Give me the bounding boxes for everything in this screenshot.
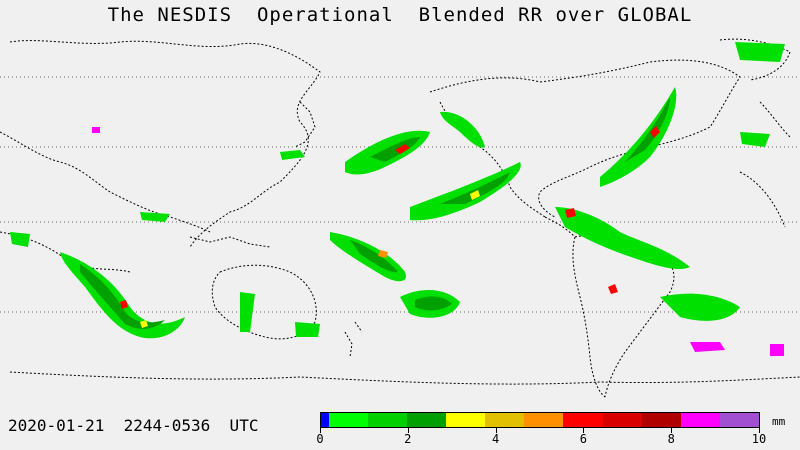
colorbar-tick — [407, 428, 409, 433]
colorbar-tick-label: 4 — [491, 432, 500, 446]
colorbar-segment — [602, 413, 642, 427]
map-title: The NESDIS Operational Blended RR over G… — [107, 4, 693, 26]
colorbar-unit: mm — [772, 415, 786, 428]
colorbar-segment — [368, 413, 408, 427]
precipitation-map — [0, 38, 800, 398]
colorbar-segment — [719, 413, 759, 427]
colorbar-ticks — [320, 428, 760, 434]
colorbar-segment — [524, 413, 564, 427]
colorbar-tick-label: 2 — [404, 432, 412, 446]
colorbar-tick — [759, 428, 760, 433]
colorbar-segment — [485, 413, 525, 427]
colorbar-tick-label: 6 — [579, 432, 588, 446]
colorbar-tick-label: 8 — [667, 432, 675, 446]
colorbar-tick — [320, 428, 321, 433]
observation-timestamp: 2020-01-21 2244-0536 UTC — [8, 416, 259, 435]
coastlines — [0, 38, 800, 398]
colorbar-tick — [495, 428, 497, 433]
colorbar-segment — [321, 413, 329, 427]
colorbar-tick-label: 0 — [316, 432, 324, 446]
colorbar-segment — [329, 413, 369, 427]
precipitation-bands — [10, 42, 785, 356]
colorbar-segment — [680, 413, 720, 427]
colorbar-legend — [320, 412, 760, 428]
colorbar-segment — [446, 413, 486, 427]
colorbar-segment — [407, 413, 447, 427]
colorbar-tick — [583, 428, 585, 433]
colorbar-segment — [563, 413, 603, 427]
colorbar-segment — [641, 413, 681, 427]
colorbar-tick — [671, 428, 673, 433]
colorbar-tick-label: 10 — [751, 432, 767, 446]
